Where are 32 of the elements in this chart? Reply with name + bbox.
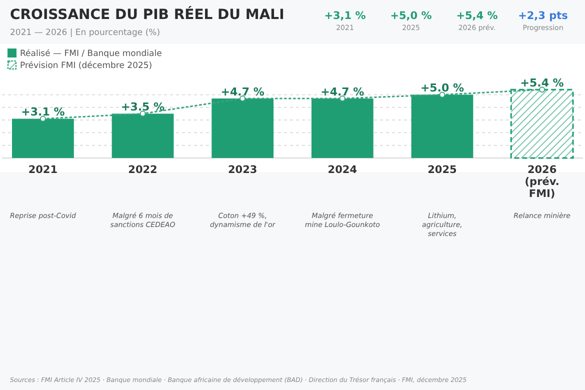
chart-title: CROISSANCE DU PIB RÉEL DU MALI [10,6,284,23]
point [339,95,346,102]
x-tick-label: 2024 [328,164,358,176]
bar [12,118,74,158]
data-label: +5.4 % [520,76,564,90]
bar [212,98,274,158]
data-label: +4.7 % [220,85,264,98]
data-label: +5.0 % [420,82,464,95]
text: +5,0 % [390,10,432,22]
text: +3,1 % [324,10,366,22]
x-tick-label: 2022 [128,164,158,176]
x-tick-label: 2023 [228,164,258,176]
data-label: +4.7 % [320,85,364,98]
point [539,86,546,93]
point [40,116,46,122]
bar [510,88,574,159]
chart-subtitle: 2021 — 2026 | En pourcentage (%) [10,28,160,38]
legend-label: Prévision FMI (décembre 2025) [20,61,152,71]
x-tick-label: 2025 [428,164,457,176]
data-label: +3.1 % [21,106,65,119]
point [240,95,246,102]
bar [112,114,174,158]
data-label: +3.5 % [120,100,165,114]
x-tick-label: 2021 [28,164,58,176]
text: +2,3 pts [518,10,568,22]
bar [311,98,374,158]
point [439,92,446,98]
x-tick-label: 2026 (prév. FMI) [524,164,560,200]
legend-label: Réalisé — FMI / Banque mondiale [20,49,162,59]
point [140,110,146,117]
bar [411,94,474,158]
text: +5,4 % [456,10,498,22]
